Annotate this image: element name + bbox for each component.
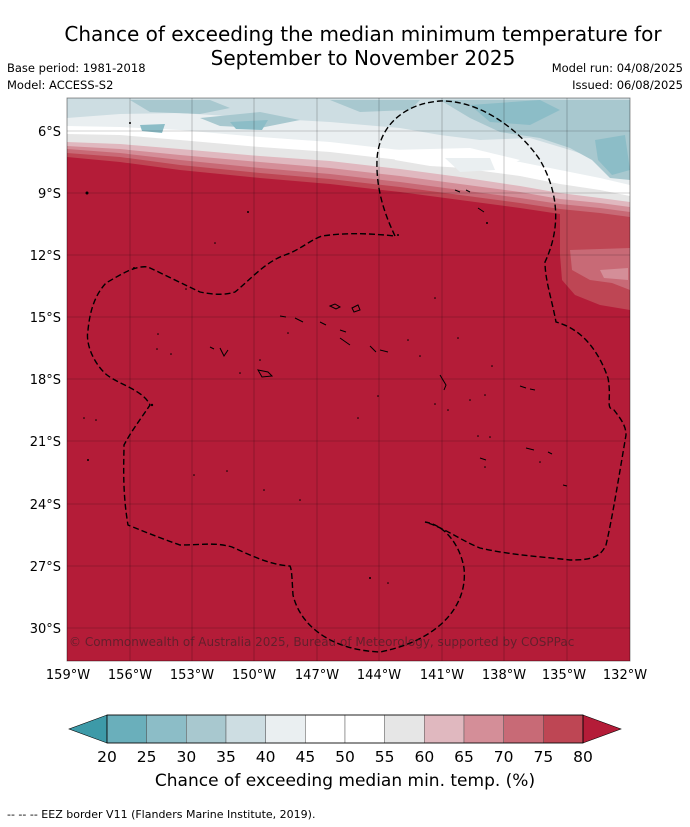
- blotch-30-35-a: [130, 100, 230, 114]
- colorbar-tick-label: 80: [573, 748, 593, 766]
- colorbar-frame: [106, 714, 584, 744]
- title-line-2: September to November 2025: [210, 46, 516, 70]
- lon-label: 132°W: [603, 668, 647, 683]
- gridlines: [67, 98, 630, 661]
- issued-date: Issued: 06/08/2025: [572, 78, 683, 92]
- lon-label: 135°W: [542, 668, 586, 683]
- colorbar-segment: [305, 714, 346, 744]
- lon-label: 141°W: [420, 668, 464, 683]
- colorbar-segment: [344, 714, 385, 744]
- islands: [209, 189, 568, 487]
- lat-labels: 6°S 9°S 12°S 15°S 18°S 21°S 24°S 27°S 30…: [30, 125, 61, 637]
- colorbar-tick-label: 20: [97, 748, 117, 766]
- colorbar-segment: [106, 714, 147, 744]
- lat-label: 6°S: [38, 125, 61, 140]
- lon-label: 156°W: [108, 668, 152, 683]
- lat-label: 24°S: [30, 498, 61, 513]
- lat-label: 9°S: [38, 187, 61, 202]
- map-field: © Commonwealth of Australia 2025, Bureau…: [67, 98, 630, 661]
- blotch-30-35-c: [330, 100, 420, 112]
- title-line-1: Chance of exceeding the median minimum t…: [64, 22, 662, 46]
- colorbar-segment: [186, 714, 227, 744]
- lat-label: 27°S: [30, 560, 61, 575]
- lon-label: 138°W: [482, 668, 526, 683]
- blotch-25-30-d: [230, 120, 268, 130]
- colorbar-tick-label: 55: [375, 748, 395, 766]
- colorbar-extend-low: [68, 714, 108, 744]
- lat-label: 15°S: [30, 311, 61, 326]
- lon-label: 153°W: [170, 668, 214, 683]
- lat-label: 18°S: [30, 373, 61, 388]
- meta-left: Base period: 1981-2018 Model: ACCESS-S2: [7, 60, 146, 94]
- colorbar-segment: [463, 714, 504, 744]
- chart-title: Chance of exceeding the median minimum t…: [0, 22, 690, 70]
- map-frame: [66, 97, 631, 662]
- small-islands: [83, 122, 541, 584]
- colorbar-segment: [384, 714, 425, 744]
- colorbar-tick-label: 65: [454, 748, 474, 766]
- lat-label: 21°S: [30, 435, 61, 450]
- blotch-30-35-d: [440, 100, 630, 180]
- model-name: Model: ACCESS-S2: [7, 78, 114, 92]
- meta-right: Model run: 04/08/2025 Issued: 06/08/2025: [552, 60, 683, 94]
- field-70-75: [570, 248, 630, 290]
- colorbar-segment: [543, 714, 584, 744]
- colorbar: 20 25 30 35 40 45 50 55 60 65 70 75 80: [68, 714, 622, 766]
- eez-legend: -- -- -- EEZ border V11 (Flanders Marine…: [7, 808, 316, 821]
- colorbar-tick-label: 60: [414, 748, 434, 766]
- colorbar-tick-label: 50: [335, 748, 355, 766]
- colorbar-tick-label: 25: [137, 748, 157, 766]
- colorbar-label: Chance of exceeding median min. temp. (%…: [154, 771, 536, 791]
- colorbar-tick-label: 30: [176, 748, 196, 766]
- lon-label: 144°W: [357, 668, 401, 683]
- blotch-30-35-b: [200, 112, 300, 128]
- colorbar-segment: [503, 714, 544, 744]
- colorbar-segment: [225, 714, 266, 744]
- lon-labels: 159°W 156°W 153°W 150°W 147°W 144°W 141°…: [46, 668, 647, 683]
- model-run: Model run: 04/08/2025: [551, 61, 683, 75]
- base-period: Base period: 1981-2018: [7, 61, 146, 75]
- blotch-25-30-b: [595, 135, 630, 175]
- colorbar-segment: [424, 714, 465, 744]
- field-65-70: [600, 268, 628, 280]
- colorbar-tick-label: 40: [256, 748, 276, 766]
- lon-label: 147°W: [295, 668, 339, 683]
- colorbar-tick-label: 75: [533, 748, 553, 766]
- lat-label: 30°S: [30, 622, 61, 637]
- lon-label: 150°W: [232, 668, 276, 683]
- copyright-notice: © Commonwealth of Australia 2025, Bureau…: [69, 635, 574, 649]
- colorbar-tick-label: 70: [494, 748, 514, 766]
- lon-label: 159°W: [46, 668, 90, 683]
- colorbar-segment: [146, 714, 187, 744]
- lat-label: 12°S: [30, 249, 61, 264]
- colorbar-extend-high: [582, 714, 622, 744]
- blotch-25-30-a: [470, 100, 560, 125]
- colorbar-tick-label: 45: [295, 748, 315, 766]
- blotch-25-30-c: [140, 124, 165, 133]
- colorbar-segment: [265, 714, 306, 744]
- colorbar-tick-label: 35: [216, 748, 236, 766]
- blotch-light: [445, 158, 495, 172]
